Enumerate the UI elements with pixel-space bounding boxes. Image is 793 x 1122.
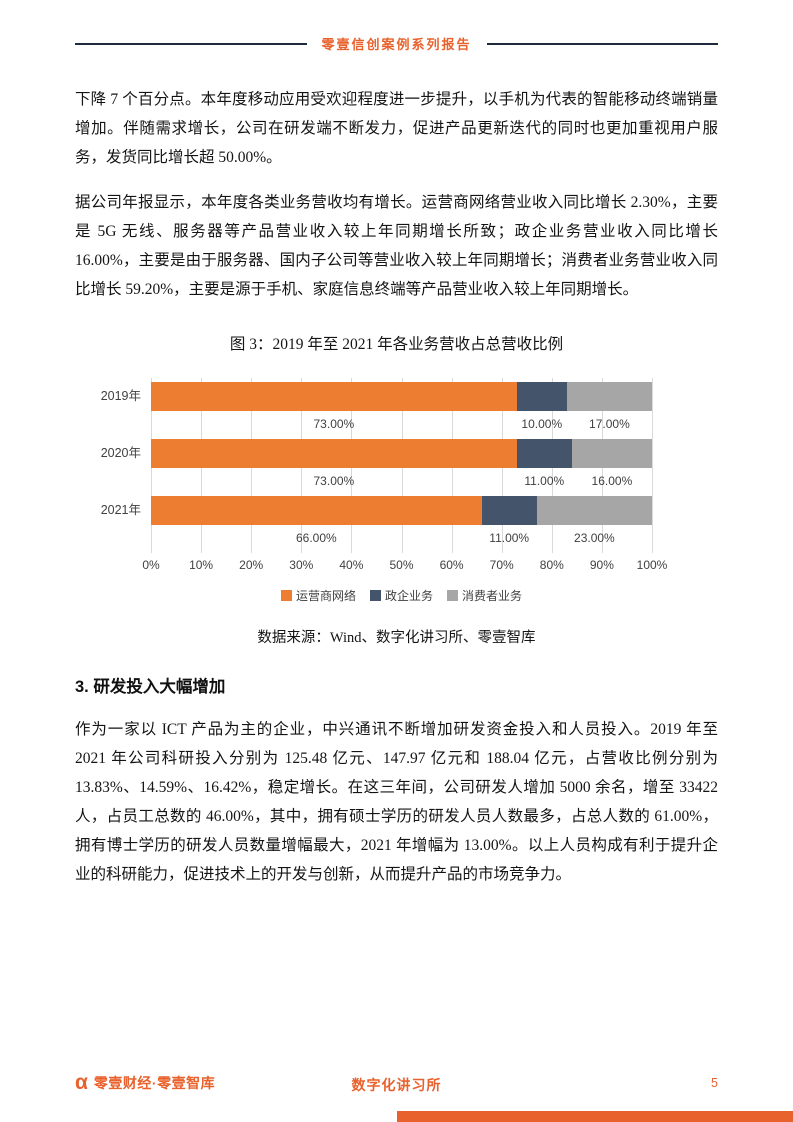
stacked-bar xyxy=(151,496,652,525)
x-tick-label: 40% xyxy=(339,558,364,572)
gridline xyxy=(652,378,653,553)
value-label: 66.00% xyxy=(295,531,337,545)
header-rule-left xyxy=(75,42,307,45)
page-number: 5 xyxy=(711,1076,718,1090)
legend-swatch xyxy=(280,590,292,601)
body-paragraph-3: 作为一家以 ICT 产品为主的企业，中兴通讯不断增加研发资金投入和人员投入。20… xyxy=(75,721,718,883)
x-tick-label: 0% xyxy=(142,558,160,572)
page-footer: α 零壹财经·零壹智库 数字化讲习所 5 xyxy=(75,1072,718,1096)
x-tick-label: 10% xyxy=(189,558,214,572)
bar-segment xyxy=(151,439,517,468)
body-paragraph-2: 据公司年报显示，本年度各类业务营收均有增长。运营商网络营业收入同比增长 2.30… xyxy=(75,194,718,298)
legend-label: 消费者业务 xyxy=(462,589,523,603)
legend-item: 运营商网络 xyxy=(280,587,356,604)
report-series-title: 零壹信创案例系列报告 xyxy=(321,37,472,52)
legend-label: 政企业务 xyxy=(384,589,433,603)
x-tick-label: 70% xyxy=(489,558,514,572)
chart-row: 2019年 73.00% 10.00% 17.00% xyxy=(75,382,718,439)
category-label: 2021年 xyxy=(100,503,141,517)
category-label: 2019年 xyxy=(100,389,141,403)
legend-swatch xyxy=(369,590,381,601)
brand-name: 零壹财经·零壹智库 xyxy=(93,1074,216,1091)
x-tick-label: 60% xyxy=(439,558,464,572)
value-label: 73.00% xyxy=(313,474,355,488)
brand-logo-icon: α xyxy=(75,1071,88,1094)
figure-chart: 2019年 73.00% 10.00% 17.00% 2020年 73.00% 11.00%… xyxy=(75,378,718,604)
value-label: 10.00% xyxy=(521,417,563,431)
chart-rows: 2019年 73.00% 10.00% 17.00% 2020年 73.00% 11.00%… xyxy=(75,378,718,553)
bar-value-labels: 73.00% 11.00% 16.00% xyxy=(151,469,652,493)
legend-item: 政企业务 xyxy=(369,587,433,604)
value-label: 11.00% xyxy=(524,474,565,488)
bar-segment xyxy=(516,439,572,468)
chart-row: 2021年 66.00% 11.00% 23.00% xyxy=(75,496,718,553)
section-heading: 3. 研发投入大幅增加 xyxy=(75,678,226,696)
x-tick-label: 90% xyxy=(589,558,614,572)
value-label: 17.00% xyxy=(589,417,630,431)
x-tick-label: 80% xyxy=(539,558,564,572)
chart-plot: 2019年 73.00% 10.00% 17.00% 2020年 73.00% 11.00%… xyxy=(75,378,718,553)
x-tick-label: 20% xyxy=(239,558,264,572)
x-tick-label: 100% xyxy=(636,558,668,572)
figure-caption: 图 3：2019 年至 2021 年各业务营收占总营收比例 xyxy=(229,336,564,353)
legend-swatch xyxy=(447,590,458,601)
bar-segment xyxy=(481,496,537,525)
page-content: 下降 7 个百分点。本年度移动应用受欢迎程度进一步提升，以手机为代表的智能移动终… xyxy=(0,53,793,889)
category-label: 2020年 xyxy=(100,446,141,460)
chart-xticks: 0% 10% 20% 30% 40% 50% 60% 70% 80% 90% 100% xyxy=(142,555,667,575)
page-header: 零壹信创案例系列报告 xyxy=(0,0,793,53)
bar-value-labels: 66.00% 11.00% 23.00% xyxy=(151,526,652,550)
bar-segment xyxy=(151,382,517,411)
stacked-bar xyxy=(151,382,652,411)
bar-segment xyxy=(571,439,652,468)
chart-legend: 运营商网络 政企业务 消费者业务 xyxy=(151,587,652,604)
value-label: 11.00% xyxy=(489,531,530,545)
bar-segment xyxy=(566,382,652,411)
footer-center-text: 数字化讲习所 xyxy=(351,1077,442,1093)
bar-segment xyxy=(151,496,482,525)
bar-segment xyxy=(536,496,652,525)
bar-value-labels: 73.00% 10.00% 17.00% xyxy=(151,412,652,436)
value-label: 23.00% xyxy=(574,531,615,545)
header-rule-right xyxy=(486,42,719,45)
value-label: 16.00% xyxy=(591,474,633,488)
stacked-bar xyxy=(151,439,652,468)
legend-label: 运营商网络 xyxy=(295,589,356,603)
body-paragraph-1: 下降 7 个百分点。本年度移动应用受欢迎程度进一步提升，以手机为代表的智能移动终… xyxy=(75,91,718,166)
footer-brand: α 零壹财经·零壹智库 xyxy=(75,1072,215,1093)
x-tick-label: 50% xyxy=(389,558,414,572)
value-label: 73.00% xyxy=(313,417,355,431)
x-tick-label: 30% xyxy=(289,558,314,572)
footer-accent-bar xyxy=(396,1111,793,1122)
bar-segment xyxy=(516,382,567,411)
data-source: 数据来源：Wind、数字化讲习所、零壹智库 xyxy=(257,630,536,646)
chart-row: 2020年 73.00% 11.00% 16.00% xyxy=(75,439,718,496)
legend-item: 消费者业务 xyxy=(447,587,522,604)
